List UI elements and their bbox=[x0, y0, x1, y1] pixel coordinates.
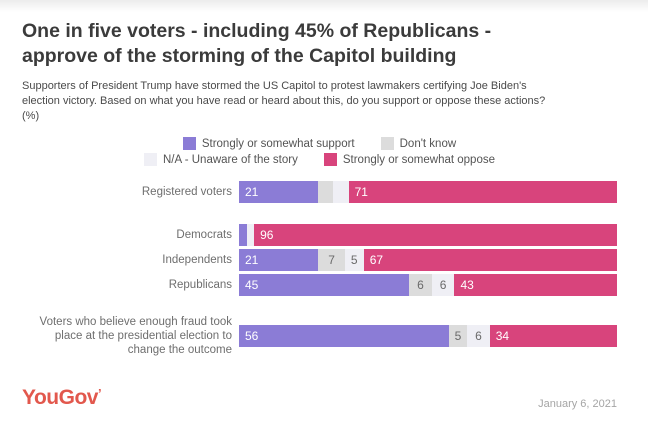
legend-swatch-icon bbox=[323, 153, 337, 167]
category-label: Registered voters bbox=[141, 186, 232, 199]
bar-segment bbox=[318, 181, 334, 204]
publish-date: January 6, 2021 bbox=[538, 398, 617, 410]
bar-segment: 67 bbox=[363, 249, 617, 272]
bar-segment: 21 bbox=[239, 249, 319, 272]
bar-segment: 71 bbox=[348, 181, 617, 204]
legend-swatch-icon bbox=[182, 137, 196, 151]
category-label: Republicans bbox=[168, 279, 232, 292]
chart-row: Democrats 96 bbox=[22, 224, 617, 247]
yougov-logo-text: YouGov bbox=[22, 386, 98, 409]
bar-segment: 5 bbox=[448, 325, 468, 348]
legend-swatch-icon bbox=[380, 137, 394, 151]
yougov-logo-mark-icon: ’ bbox=[97, 386, 102, 401]
chart-row: Republicans 45 6 6 43 bbox=[22, 274, 617, 297]
legend-row: Strongly or somewhat support Don't know bbox=[182, 137, 457, 151]
legend-label: N/A - Unaware of the story bbox=[162, 153, 298, 166]
stacked-bar: 21 71 bbox=[239, 181, 617, 204]
legend-item: Strongly or somewhat oppose bbox=[323, 153, 495, 167]
chart-row: Independents 21 7 5 67 bbox=[22, 249, 617, 272]
bar-segment bbox=[239, 224, 247, 247]
page-title-line-1: One in five voters - including 45% of Re… bbox=[22, 20, 492, 42]
legend-label: Strongly or somewhat support bbox=[201, 137, 355, 150]
bar-segment bbox=[333, 181, 349, 204]
legend-item: Don't know bbox=[380, 137, 457, 151]
stacked-bar: 96 bbox=[239, 224, 617, 247]
bar-segment: 6 bbox=[409, 274, 432, 297]
legend-swatch-icon bbox=[143, 153, 157, 167]
legend-row: N/A - Unaware of the story Strongly or so… bbox=[143, 153, 495, 167]
bar-segment: 45 bbox=[239, 274, 410, 297]
page-title: One in five voters - including 45% of Re… bbox=[22, 19, 617, 70]
bar-segment: 21 bbox=[239, 181, 319, 204]
bar-segment: 43 bbox=[454, 274, 617, 297]
stacked-bar: 56 5 6 34 bbox=[239, 325, 617, 348]
footer: YouGov’ January 6, 2021 bbox=[22, 386, 617, 410]
chart: Registered voters 21 71 Democrats 96 Independ… bbox=[22, 181, 617, 357]
unit-note: (%) bbox=[22, 110, 40, 123]
bar-segment: 6 bbox=[467, 325, 490, 348]
page-title-line-2: approve of the storming of the Capitol b… bbox=[22, 45, 457, 68]
chart-subtitle: Supporters of President Trump have storm… bbox=[22, 79, 617, 125]
stacked-bar: 21 7 5 67 bbox=[239, 249, 617, 272]
stacked-bar: 45 6 6 43 bbox=[239, 274, 617, 297]
category-label: Democrats bbox=[176, 229, 232, 242]
bar-segment: 5 bbox=[344, 249, 364, 272]
yougov-logo: YouGov’ bbox=[22, 386, 102, 410]
content-area: One in five voters - including 45% of Re… bbox=[0, 19, 648, 357]
bar-segment: 34 bbox=[489, 325, 617, 348]
chart-row: Voters who believe enough fraud took pla… bbox=[22, 315, 617, 357]
chart-subtitle-line-1: Supporters of President Trump have storm… bbox=[22, 79, 527, 92]
legend: Strongly or somewhat support Don't know N/… bbox=[22, 137, 617, 167]
top-edge-strip bbox=[0, 0, 648, 12]
bar-segment: 56 bbox=[239, 325, 449, 348]
bar-segment: 6 bbox=[431, 274, 455, 297]
chart-row: Registered voters 21 71 bbox=[22, 181, 617, 204]
bar-segment bbox=[246, 224, 255, 247]
legend-item: N/A - Unaware of the story bbox=[143, 153, 298, 167]
chart-subtitle-line-2: election victory. Based on what you have… bbox=[22, 94, 546, 107]
bar-segment: 96 bbox=[254, 224, 617, 247]
legend-label: Strongly or somewhat oppose bbox=[342, 153, 495, 166]
category-label: Voters who believe enough fraud took pla… bbox=[39, 316, 232, 357]
legend-label: Don't know bbox=[399, 137, 457, 150]
bar-segment: 7 bbox=[318, 249, 345, 272]
legend-item: Strongly or somewhat support bbox=[182, 137, 355, 151]
category-label: Independents bbox=[162, 254, 232, 267]
